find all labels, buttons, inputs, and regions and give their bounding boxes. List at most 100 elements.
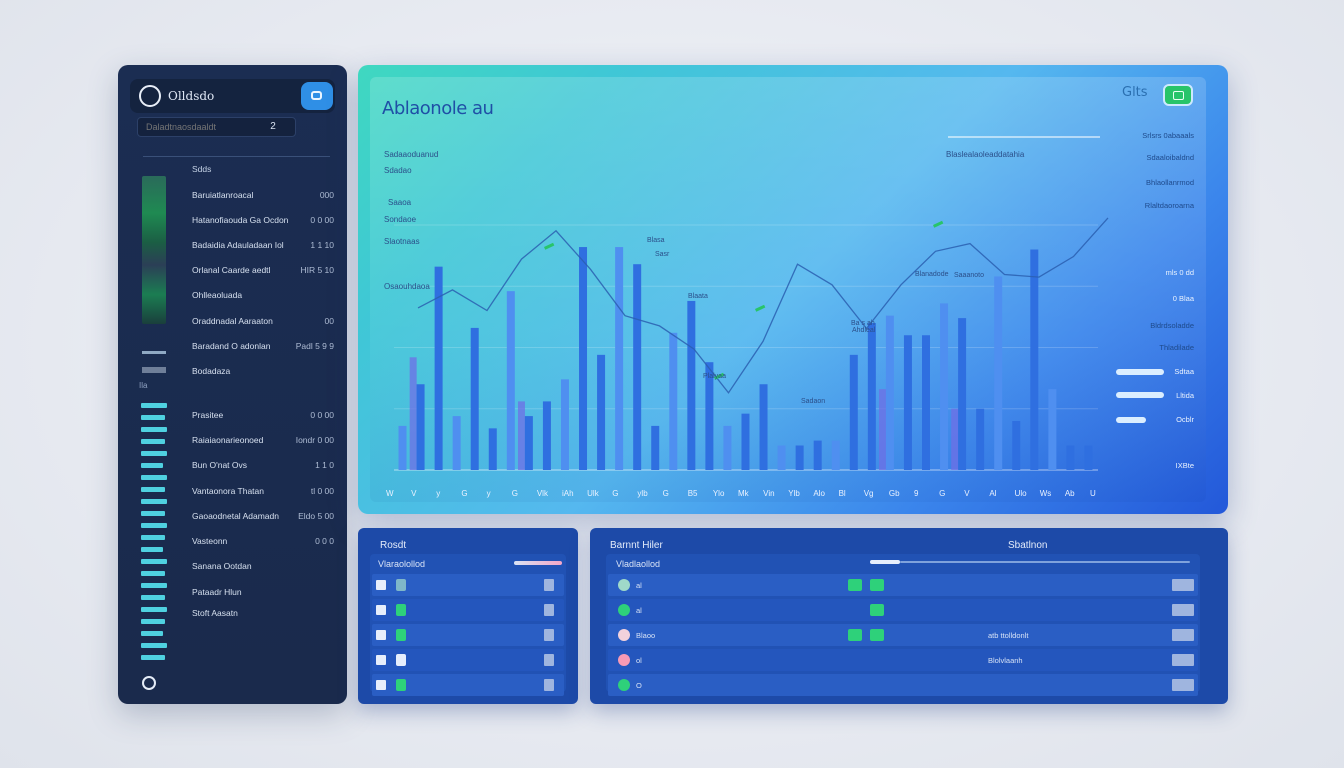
sidebar-item[interactable]: Ohlleaoluada [192, 288, 334, 302]
chart-bar [922, 335, 930, 470]
chart-axis-label: Sadaaoduanud [384, 150, 439, 159]
chart-accent-marker [713, 372, 725, 380]
panel-right-subtitle: Vladlaollod [616, 559, 661, 569]
row-avatar-icon [618, 679, 630, 691]
table-row[interactable]: al [608, 599, 1198, 621]
legend-row[interactable]: Bldrdsoladde [1150, 321, 1194, 330]
legend-row[interactable]: IXBte [1175, 461, 1194, 470]
level-bar [141, 631, 163, 636]
x-tick-label: iAh [562, 489, 574, 498]
sidebar-item[interactable]: Stoft Aasatn [192, 606, 334, 620]
chart-bar [1030, 249, 1039, 470]
table-row[interactable]: O [608, 674, 1198, 696]
chart-bar [723, 425, 732, 470]
row-extra: Blolvlaanh [988, 656, 1023, 665]
row-checkbox[interactable] [376, 630, 386, 640]
legend-row[interactable]: Srlsrs 0abaaals [1142, 131, 1194, 140]
row-label: Blaoo [636, 631, 656, 640]
x-tick-label: Vlk [537, 489, 549, 498]
row-checkbox[interactable] [376, 680, 386, 690]
sidebar-item[interactable]: Vasteonn 0 0 0 [192, 534, 334, 548]
sidebar-item[interactable]: Pataadr Hlun [192, 585, 334, 599]
chart-bar [777, 445, 786, 470]
chart-bar [813, 440, 822, 470]
window-button[interactable] [301, 82, 333, 110]
x-tick-label: Vg [864, 489, 874, 498]
legend-row[interactable]: mls 0 dd [1165, 268, 1194, 277]
settings-icon[interactable] [142, 676, 156, 690]
sidebar-item[interactable]: Gaoaodnetal Adamadn Eldo 5 00 [192, 509, 334, 523]
x-tick-label: G [612, 489, 618, 498]
sidebar-item[interactable]: Hatanofiaouda Ga Ocdon 0 0 00 [192, 213, 334, 227]
legend-row[interactable]: Sdaaloibaldnd [1146, 153, 1194, 162]
sidebar-item-value: 0 0 00 [310, 215, 334, 225]
table-row[interactable] [372, 624, 564, 646]
sidebar-item[interactable]: Vantaonora Thatan tl 0 00 [192, 484, 334, 498]
x-tick-label: Ulk [587, 489, 600, 498]
sidebar-item[interactable]: Baradand O adonlan Padl 5 9 9 [192, 339, 334, 353]
legend-row[interactable]: Lltida [1176, 391, 1194, 400]
table-row[interactable] [372, 574, 564, 596]
table-row[interactable] [372, 599, 564, 621]
legend-row[interactable]: Bhlaollanrmod [1146, 178, 1194, 187]
row-avatar-icon [618, 629, 630, 641]
chart-bar [831, 440, 840, 470]
sidebar-item[interactable]: Oraddnadal Aaraaton 00 [192, 314, 334, 328]
sidebar-item-value: 0 0 0 [315, 536, 334, 546]
chart-annotation: Blaata [688, 293, 708, 300]
chart-bar [849, 354, 858, 470]
sidebar-heading: Sdds [192, 164, 212, 174]
search-input[interactable] [137, 117, 296, 137]
row-checkbox[interactable] [376, 655, 386, 665]
panel-left-slider[interactable] [514, 561, 562, 565]
chart-annotation: Blanadode [915, 271, 949, 278]
sidebar-item-value: 1 1 0 [315, 460, 334, 470]
table-row[interactable]: Blaoo atb ttolldonlt [608, 624, 1198, 646]
chart-annotation: Sadaon [801, 398, 826, 405]
sidebar-item[interactable]: Bodadaza [192, 364, 334, 378]
app-logo-icon [139, 85, 161, 107]
chart-trend-line [417, 217, 1109, 394]
sidebar-item-label: Baruiatlanroacal [192, 190, 254, 200]
chart-bar [958, 318, 967, 470]
legend-row[interactable]: Sdtaa [1174, 367, 1194, 376]
sidebar-item[interactable]: Prasitee 0 0 00 [192, 408, 334, 422]
sidebar-item[interactable]: Orlanal Caarde aedtl HIR 5 10 [192, 263, 334, 277]
sidebar-item[interactable]: Baruiatlanroacal 000 [192, 188, 334, 202]
chart-axis-label: Slaotnaas [384, 237, 420, 246]
table-row[interactable]: ol Blolvlaanh [608, 649, 1198, 671]
legend-row[interactable]: Ocblr [1176, 415, 1194, 424]
sidebar-item-value: 000 [319, 190, 334, 200]
row-checkbox[interactable] [376, 580, 386, 590]
legend-row[interactable]: Rlaltdaoroarna [1144, 201, 1194, 210]
x-tick-label: Mk [738, 489, 750, 498]
row-status-icon [396, 604, 406, 616]
legend-row[interactable]: Thladilade [1159, 343, 1194, 352]
row-status-icon [396, 654, 406, 666]
level-bar [141, 403, 167, 408]
x-tick-label: B5 [688, 489, 698, 498]
search-button[interactable]: 2 [270, 121, 276, 132]
row-meter [1172, 654, 1194, 666]
x-tick-label: G [512, 489, 518, 498]
table-row[interactable]: al [608, 574, 1198, 596]
sidebar-item[interactable]: Badaidia Adauladaan Iol 1 1 10 [192, 238, 334, 252]
chart-bar [452, 416, 461, 470]
sidebar-item-label: Badaidia Adauladaan Iol [192, 240, 284, 250]
chart-annotation: Blasa [647, 237, 665, 244]
row-avatar-icon [618, 654, 630, 666]
legend-pill [1116, 417, 1146, 423]
top-label-button[interactable]: Glts [1122, 85, 1148, 100]
row-checkbox[interactable] [376, 605, 386, 615]
chart-bar-secondary [409, 357, 417, 470]
chart-axis-label: Sdadao [384, 166, 412, 175]
sidebar-item[interactable]: Bun O'nat Ovs 1 1 0 [192, 458, 334, 472]
panel-right-slider[interactable] [870, 560, 900, 564]
sidebar-item[interactable]: Raiaiaonarieonoed Iondr 0 00 [192, 433, 334, 447]
toggle-button[interactable] [1163, 84, 1193, 106]
chart-bar [434, 266, 443, 470]
sidebar-item[interactable]: Sanana Ootdan [192, 559, 334, 573]
legend-row[interactable]: 0 Blaa [1172, 294, 1194, 303]
table-row[interactable] [372, 674, 564, 696]
table-row[interactable] [372, 649, 564, 671]
